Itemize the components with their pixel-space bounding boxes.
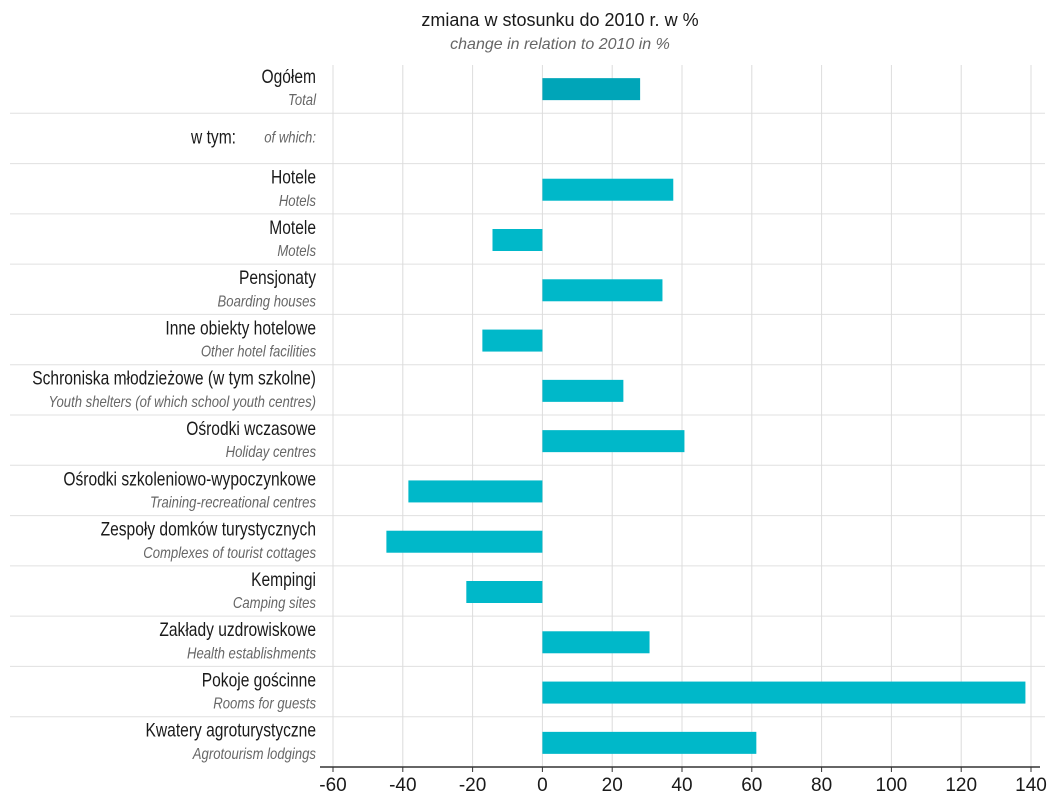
category-label-pl: Kwatery agroturystyczne [146,719,316,741]
category-label-pl: Hotele [271,166,316,188]
category-label-en: Complexes of tourist cottages [143,545,316,562]
bar [386,530,543,553]
category-label: Pokoje gościnne Rooms for guests [202,669,317,713]
bar [542,279,663,302]
category-label-pl: Inne obiekty hotelowe [165,317,316,339]
category-label-pl: Ośrodki wczasowe [186,418,316,440]
x-tick-label: 60 [741,775,762,796]
x-tick-label: -40 [389,775,416,796]
category-label-en: Holiday centres [226,444,317,461]
x-tick-label: 20 [602,775,623,796]
category-label: Zespoły domków turystycznych Complexes of… [101,518,317,562]
category-label-en: Other hotel facilities [201,344,317,361]
bar [542,631,650,654]
bar [542,178,674,201]
x-tick-label: -20 [459,775,486,796]
chart-subtitle: change in relation to 2010 in % [450,36,670,53]
category-label-pl: Pensjonaty [239,267,316,289]
category-label-en: Agrotourism lodgings [192,746,317,763]
category-label-en: Camping sites [233,595,317,612]
bar [542,731,757,754]
category-label-pl: Kempingi [251,568,316,590]
category-label-pl: Ośrodki szkoleniowo-wypoczynkowe [63,468,316,490]
bar [492,229,543,251]
category-label-en: Training-recreational centres [150,494,317,511]
category-label-en: Motels [277,243,316,260]
category-label: Zakłady uzdrowiskowe Health establishment… [159,619,316,663]
x-tick-label: -60 [319,775,346,796]
category-label-pl: w tym: [190,126,236,148]
category-label-en: Boarding houses [218,293,317,310]
x-tick-label: 40 [671,775,692,796]
category-label: Hotele Hotels [271,166,317,210]
category-label-pl: Zespoły domków turystycznych [101,518,316,540]
category-label-en-group: of which: [264,130,316,147]
x-tick-label: 100 [876,775,908,796]
category-label: Kwatery agroturystyczne Agrotourism lodgi… [146,719,317,763]
x-tick-label: 120 [945,775,977,796]
x-tick-label: 0 [537,775,548,796]
category-label: Ogółem Total [261,66,316,110]
category-label-pl: Pokoje gościnne [202,669,316,691]
category-label-en: of which: [264,130,316,147]
category-label: Ośrodki wczasowe Holiday centres [186,418,316,462]
category-label: Schroniska młodzieżowe (w tym szkolne) Yo… [32,367,316,411]
bar [466,581,543,603]
category-label-pl: Motele [269,216,316,238]
x-tick-label: 80 [811,775,832,796]
category-label-pl: Schroniska młodzieżowe (w tym szkolne) [32,367,316,389]
category-label: Motele Motels [269,216,316,260]
bar [542,430,685,453]
category-label-en: Total [288,92,317,109]
category-label: Kempingi Camping sites [233,568,317,612]
category-label-pl: Ogółem [261,66,316,88]
category-label-en: Health establishments [187,645,317,662]
category-label: Ośrodki szkoleniowo-wypoczynkowe Training… [63,468,316,512]
bar [542,379,624,402]
bar [542,78,641,101]
category-label-pl: Zakłady uzdrowiskowe [159,619,316,641]
x-tick-label: 140 [1015,775,1047,796]
chart-title: zmiana w stosunku do 2010 r. w % [421,10,698,30]
bar [408,480,543,503]
category-label-en: Youth shelters (of which school youth ce… [48,394,316,411]
category-label: Pensjonaty Boarding houses [218,267,317,311]
category-label-en: Rooms for guests [213,696,316,713]
category-label-en: Hotels [279,193,317,210]
bar [542,681,1026,704]
category-label: Inne obiekty hotelowe Other hotel facilit… [165,317,316,361]
bar [482,329,543,352]
category-label: w tym: [190,126,236,148]
